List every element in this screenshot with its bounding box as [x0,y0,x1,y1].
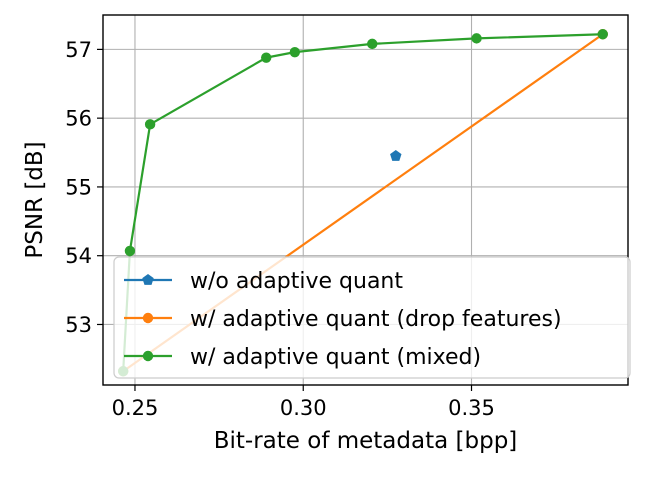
legend: w/o adaptive quant w/ adaptive quant (dro… [113,256,631,379]
data-point [390,149,402,161]
legend-marker [142,312,154,324]
legend-item: w/ adaptive quant (drop features) [124,307,562,332]
data-point [289,46,301,58]
series-line [122,33,603,372]
legend-item: w/o adaptive quant [124,269,403,294]
x-tick-label: 0.25 [112,396,159,420]
plot-frame [102,14,629,386]
legend-marker [142,274,154,285]
y-axis-label: PSNR [dB] [22,141,48,258]
data-point [471,33,482,44]
legend-box [113,256,631,379]
x-tick-label: 0.35 [448,396,495,420]
series-1 [390,149,402,161]
legend-label: w/o adaptive quant [190,269,403,294]
y-tick-label: 54 [65,244,92,268]
y-tick-label: 55 [65,175,92,199]
legend-label: w/ adaptive quant (mixed) [190,345,481,370]
y-tick-label: 56 [65,107,92,131]
y-tick-label: 57 [65,38,92,62]
x-tick-label: 0.30 [280,396,327,420]
axis-ticks: 0.25 0.30 0.35 53 54 55 56 57 [65,38,495,420]
data-point [367,38,378,50]
x-axis-label: Bit-rate of metadata [bpp] [214,428,518,454]
data-point [597,29,608,40]
data-point [124,245,136,257]
legend-label: w/ adaptive quant (drop features) [190,307,562,332]
data-point [261,52,272,63]
legend-item: w/ adaptive quant (mixed) [124,345,481,370]
legend-marker [142,350,154,362]
y-tick-label: 53 [65,313,92,337]
data-point [144,119,156,130]
